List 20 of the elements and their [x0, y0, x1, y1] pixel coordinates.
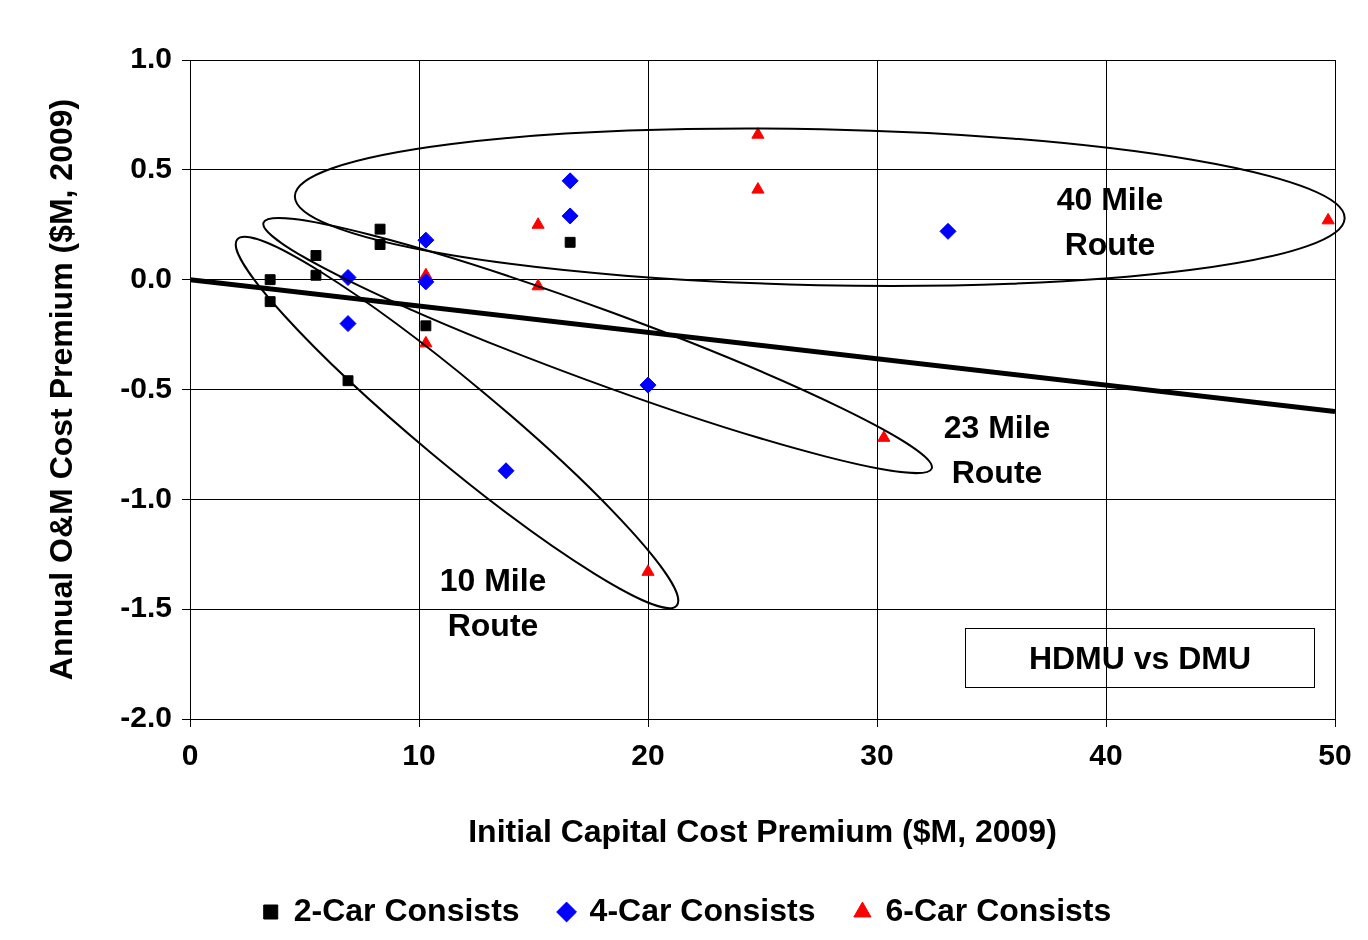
y-tick-label: -0.5 — [120, 370, 172, 404]
y-tick-label: -2.0 — [120, 700, 172, 734]
x-tick-label: 0 — [181, 738, 199, 772]
y-tick-label: 0.0 — [130, 260, 172, 294]
legend-label: 6-Car Consists — [885, 891, 1112, 928]
x-tick-label: 10 — [402, 738, 436, 772]
y-tick-label: -1.0 — [120, 480, 172, 514]
y-axis-title: Annual O&M Cost Premium ($M, 2009) — [43, 98, 80, 681]
legend-label: 4-Car Consists — [589, 891, 816, 928]
x-axis-title: Initial Capital Cost Premium ($M, 2009) — [468, 812, 1057, 849]
annotation: 23 Mile Route — [942, 408, 1052, 492]
x-tick-label: 20 — [631, 738, 665, 772]
legend-label: 2-Car Consists — [293, 891, 520, 928]
annotation: 10 Mile Route — [438, 561, 548, 645]
y-tick-label: 1.0 — [130, 41, 172, 75]
x-tick-label: 50 — [1318, 738, 1352, 772]
x-tick-label: 30 — [860, 738, 894, 772]
y-tick-label: -1.5 — [120, 590, 172, 624]
x-tick-label: 40 — [1089, 738, 1123, 772]
y-tick-label: 0.5 — [130, 151, 172, 185]
